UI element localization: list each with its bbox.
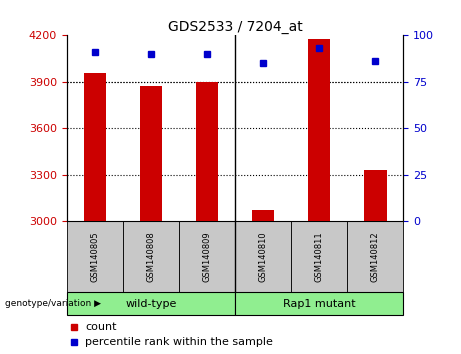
Text: GSM140810: GSM140810 <box>259 231 268 282</box>
Bar <box>67 221 123 292</box>
Bar <box>67 292 235 315</box>
Bar <box>235 292 403 315</box>
Bar <box>291 221 347 292</box>
Title: GDS2533 / 7204_at: GDS2533 / 7204_at <box>168 21 302 34</box>
Text: GSM140809: GSM140809 <box>202 231 212 282</box>
Bar <box>83 73 106 221</box>
Bar <box>308 39 331 221</box>
Bar <box>196 82 218 221</box>
Text: GSM140812: GSM140812 <box>371 231 380 282</box>
Bar <box>179 221 235 292</box>
Text: GSM140811: GSM140811 <box>315 231 324 282</box>
Text: GSM140808: GSM140808 <box>147 231 155 282</box>
Bar <box>252 210 274 221</box>
Bar <box>140 86 162 221</box>
Bar <box>364 170 386 221</box>
Bar <box>347 221 403 292</box>
Text: GSM140805: GSM140805 <box>90 231 100 282</box>
Text: Rap1 mutant: Rap1 mutant <box>283 298 355 309</box>
Text: percentile rank within the sample: percentile rank within the sample <box>85 337 273 347</box>
Bar <box>235 221 291 292</box>
Text: count: count <box>85 322 117 332</box>
Text: wild-type: wild-type <box>125 298 177 309</box>
Bar <box>123 221 179 292</box>
Text: genotype/variation ▶: genotype/variation ▶ <box>5 299 100 308</box>
